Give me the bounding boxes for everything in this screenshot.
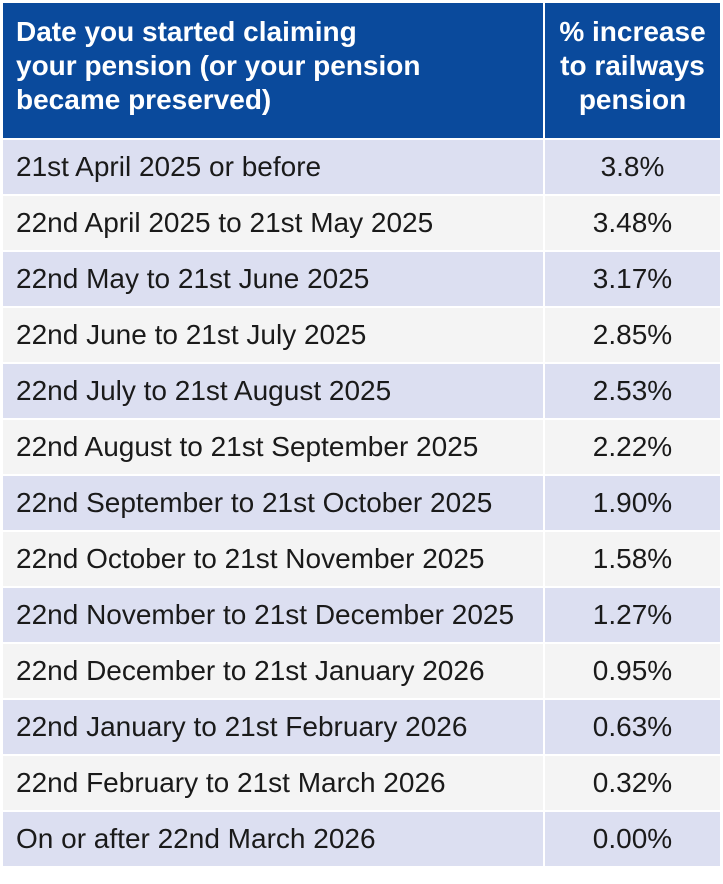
date-cell: 22nd June to 21st July 2025 bbox=[3, 308, 543, 362]
date-cell: 22nd April 2025 to 21st May 2025 bbox=[3, 196, 543, 250]
table-row: 22nd January to 21st February 2026 0.63% bbox=[3, 700, 720, 754]
date-cell: 22nd September to 21st October 2025 bbox=[3, 476, 543, 530]
date-cell: 22nd August to 21st September 2025 bbox=[3, 420, 543, 474]
table-row: On or after 22nd March 2026 0.00% bbox=[3, 812, 720, 866]
table-row: 22nd May to 21st June 2025 3.17% bbox=[3, 252, 720, 306]
date-cell: 22nd February to 21st March 2026 bbox=[3, 756, 543, 810]
table-row: 22nd April 2025 to 21st May 2025 3.48% bbox=[3, 196, 720, 250]
header-date-line: became preserved) bbox=[16, 84, 272, 115]
increase-cell: 2.22% bbox=[545, 420, 720, 474]
table-row: 22nd June to 21st July 2025 2.85% bbox=[3, 308, 720, 362]
increase-cell: 1.27% bbox=[545, 588, 720, 642]
table-row: 22nd February to 21st March 2026 0.32% bbox=[3, 756, 720, 810]
increase-cell: 0.95% bbox=[545, 644, 720, 698]
date-cell: 22nd November to 21st December 2025 bbox=[3, 588, 543, 642]
table-row: 22nd July to 21st August 2025 2.53% bbox=[3, 364, 720, 418]
increase-cell: 3.8% bbox=[545, 140, 720, 194]
increase-cell: 0.00% bbox=[545, 812, 720, 866]
date-cell: 22nd July to 21st August 2025 bbox=[3, 364, 543, 418]
increase-cell: 3.48% bbox=[545, 196, 720, 250]
table-row: 22nd December to 21st January 2026 0.95% bbox=[3, 644, 720, 698]
header-date-line: your pension (or your pension bbox=[16, 50, 421, 81]
date-cell: 22nd October to 21st November 2025 bbox=[3, 532, 543, 586]
header-date-column: Date you started claiming your pension (… bbox=[3, 3, 543, 138]
table-row: 22nd August to 21st September 2025 2.22% bbox=[3, 420, 720, 474]
date-cell: On or after 22nd March 2026 bbox=[3, 812, 543, 866]
header-increase-line: to railways bbox=[560, 50, 705, 81]
increase-cell: 1.58% bbox=[545, 532, 720, 586]
table-row: 22nd November to 21st December 2025 1.27… bbox=[3, 588, 720, 642]
date-cell: 22nd December to 21st January 2026 bbox=[3, 644, 543, 698]
increase-cell: 0.32% bbox=[545, 756, 720, 810]
increase-cell: 3.17% bbox=[545, 252, 720, 306]
date-cell: 22nd May to 21st June 2025 bbox=[3, 252, 543, 306]
table-header: Date you started claiming your pension (… bbox=[3, 3, 720, 138]
date-cell: 21st April 2025 or before bbox=[3, 140, 543, 194]
increase-cell: 2.85% bbox=[545, 308, 720, 362]
pension-increase-table: Date you started claiming your pension (… bbox=[3, 3, 720, 866]
table-row: 22nd October to 21st November 2025 1.58% bbox=[3, 532, 720, 586]
header-increase-line: % increase bbox=[559, 16, 706, 47]
table-row: 21st April 2025 or before 3.8% bbox=[3, 140, 720, 194]
increase-cell: 0.63% bbox=[545, 700, 720, 754]
header-increase-line: pension bbox=[578, 84, 687, 115]
header-increase-column: % increase to railways pension bbox=[545, 3, 720, 138]
increase-cell: 1.90% bbox=[545, 476, 720, 530]
date-cell: 22nd January to 21st February 2026 bbox=[3, 700, 543, 754]
table-row: 22nd September to 21st October 2025 1.90… bbox=[3, 476, 720, 530]
increase-cell: 2.53% bbox=[545, 364, 720, 418]
header-date-line: Date you started claiming bbox=[16, 16, 357, 47]
